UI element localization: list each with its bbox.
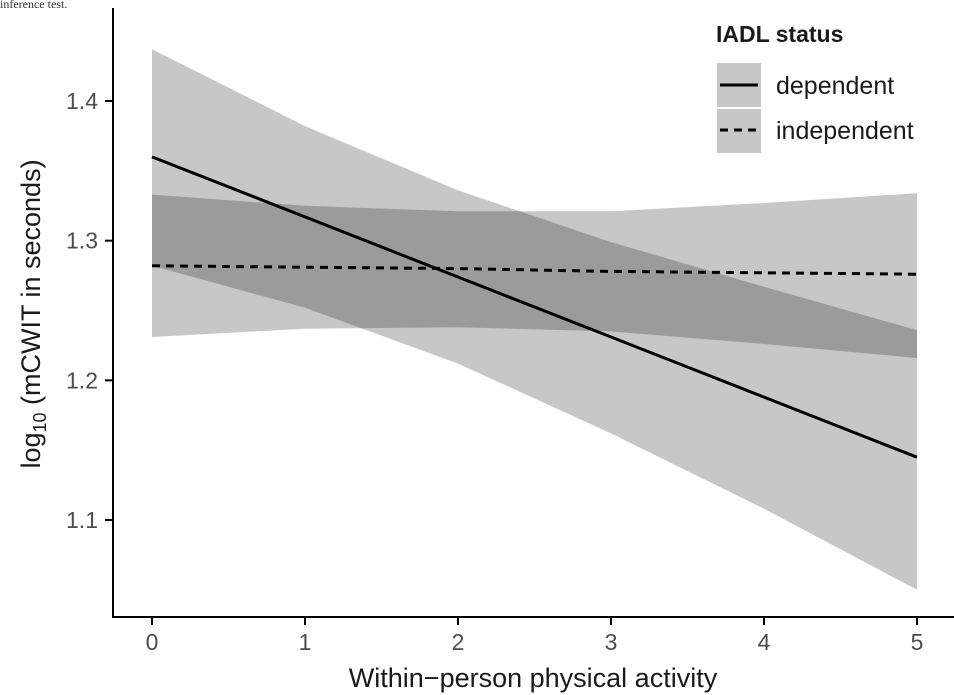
x-tick-label: 5 <box>911 629 924 655</box>
series-lines <box>151 155 918 459</box>
y-axis-title-main: log <box>16 433 46 469</box>
y-tick-label: 1.2 <box>66 367 98 393</box>
x-tick-label: 4 <box>758 629 771 655</box>
y-tick-label: 1.1 <box>66 507 98 533</box>
ci-band-dependent <box>152 49 917 590</box>
x-tick-label: 3 <box>605 629 618 655</box>
x-tick-label: 1 <box>299 629 312 655</box>
axes <box>112 8 954 618</box>
x-axis-title: Within−person physical activity <box>349 663 718 693</box>
legend-title: IADL status <box>716 21 843 47</box>
y-axis-title: log10 (mCWIT in seconds) <box>16 159 50 468</box>
y-ticks: 1.1 1.2 1.3 1.4 <box>66 88 113 533</box>
x-tick-label: 0 <box>146 629 159 655</box>
y-axis-title-rest: (mCWIT in seconds) <box>16 159 46 412</box>
legend: IADL status dependent independent <box>716 21 914 153</box>
series-line-independent <box>151 264 918 276</box>
top-caption: inference test. <box>0 0 67 11</box>
y-tick-label: 1.3 <box>66 228 98 254</box>
ci-band-independent <box>152 193 917 358</box>
legend-label-independent: independent <box>776 117 914 145</box>
y-tick-label: 1.4 <box>66 88 98 114</box>
series-line-dependent <box>151 155 918 459</box>
x-ticks: 0 1 2 3 4 5 <box>146 617 924 655</box>
y-axis-title-subscript: 10 <box>30 412 50 432</box>
confidence-bands <box>152 49 917 590</box>
legend-label-dependent: dependent <box>776 72 894 100</box>
x-tick-label: 2 <box>452 629 465 655</box>
